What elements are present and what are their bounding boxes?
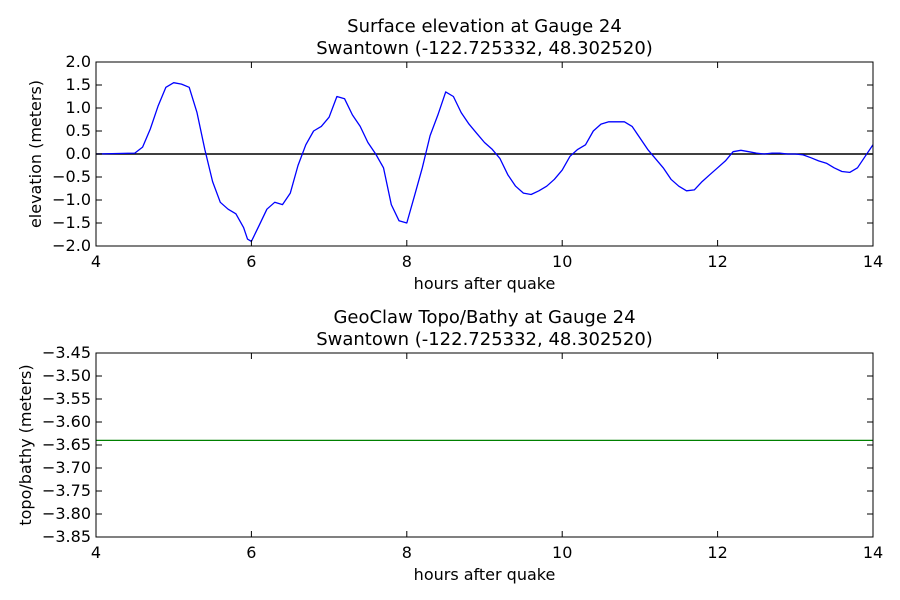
chart2-xlabel: hours after quake — [414, 565, 556, 584]
chart2-ytick-label: −3.45 — [42, 343, 91, 362]
chart1-xtick-label: 12 — [707, 252, 727, 271]
chart1-title: Surface elevation at Gauge 24 — [347, 16, 622, 37]
chart1-ytick-label: −2.0 — [52, 236, 91, 255]
chart2-xtick-label: 6 — [246, 543, 256, 562]
chart2-ytick-label: −3.55 — [42, 389, 91, 408]
chart1-xtick-label: 8 — [402, 252, 412, 271]
chart1-ytick-label: 1.0 — [66, 98, 91, 117]
chart1-ytick-label: 1.5 — [66, 75, 91, 94]
chart1-ytick-label: −1.0 — [52, 190, 91, 209]
chart2-xtick-label: 4 — [91, 543, 101, 562]
chart2-xtick-label: 14 — [863, 543, 883, 562]
chart2-ytick-label: −3.65 — [42, 435, 91, 454]
chart2-xtick-label: 10 — [552, 543, 572, 562]
chart2-subtitle: Swantown (-122.725332, 48.302520) — [316, 329, 653, 350]
chart2-ytick-label: −3.50 — [42, 366, 91, 385]
chart1-ytick-label: 2.0 — [66, 52, 91, 71]
chart2-ylabel: topo/bathy (meters) — [16, 364, 35, 525]
chart1-series-1-line — [95, 82, 874, 243]
chart1-ytick-label: 0.5 — [66, 121, 91, 140]
chart2-ytick-label: −3.60 — [42, 412, 91, 431]
chart1-xtick-label: 6 — [246, 252, 256, 271]
chart1-xtick-label: 14 — [863, 252, 883, 271]
chart2-xtick-label: 12 — [707, 543, 727, 562]
chart1-xtick-label: 10 — [552, 252, 572, 271]
chart1-xtick-label: 4 — [91, 252, 101, 271]
chart1-ylabel: elevation (meters) — [26, 80, 45, 228]
chart2-xtick-label: 8 — [402, 543, 412, 562]
chart2-ytick-label: −3.80 — [42, 504, 91, 523]
chart2-ytick-label: −3.85 — [42, 527, 91, 546]
chart2-title: GeoClaw Topo/Bathy at Gauge 24 — [333, 307, 635, 328]
chart1-ytick-label: −1.5 — [52, 213, 91, 232]
chart1-subtitle: Swantown (-122.725332, 48.302520) — [316, 38, 653, 59]
chart2-ytick-label: −3.75 — [42, 481, 91, 500]
chart1-ytick-label: −0.5 — [52, 167, 91, 186]
chart1-ytick-label: 0.0 — [66, 144, 91, 163]
chart2-ytick-label: −3.70 — [42, 458, 91, 477]
chart1-xlabel: hours after quake — [414, 274, 556, 293]
chart2-plot-frame — [95, 352, 874, 538]
